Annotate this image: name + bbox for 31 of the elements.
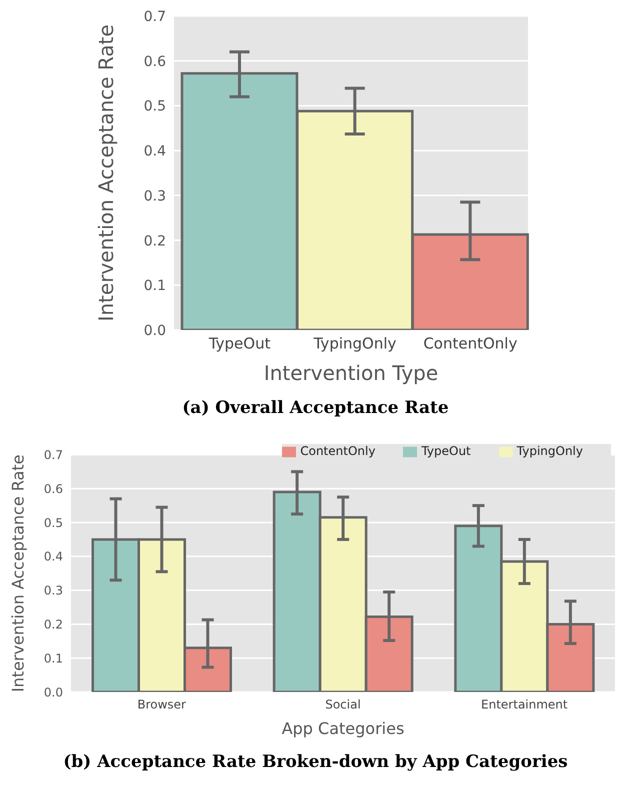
y-tick-label: 0.6 bbox=[143, 54, 166, 70]
legend-label: ContentOnly bbox=[300, 444, 376, 458]
y-tick-label: 0.3 bbox=[44, 584, 63, 598]
text: (a) Overall Acceptance Rate bbox=[181, 398, 450, 418]
y-tick-label: 0.4 bbox=[44, 550, 63, 564]
x-tick-label: Browser bbox=[137, 698, 186, 712]
y-tick-label: 0.2 bbox=[143, 233, 166, 250]
y-tick-label: 0.4 bbox=[143, 144, 166, 160]
y-tick-label: 0.0 bbox=[143, 322, 166, 339]
y-tick-label: 0.6 bbox=[44, 482, 63, 496]
x-tick-label: Social bbox=[325, 698, 361, 712]
text: (b) Acceptance Rate Broken-down by App Categories bbox=[62, 752, 569, 772]
x-tick-label: ContentOnly bbox=[422, 334, 517, 353]
y-tick-label: 0.7 bbox=[143, 8, 166, 25]
legend-label: TypingOnly bbox=[516, 444, 583, 458]
y-tick-label: 0.5 bbox=[44, 516, 63, 530]
y-tick-label: 0.1 bbox=[143, 278, 166, 294]
y-tick-label: 0.1 bbox=[44, 651, 63, 666]
x-tick-label: TypeOut bbox=[207, 334, 270, 353]
y-tick-label: 0.5 bbox=[143, 98, 166, 115]
y-tick-label: 0.0 bbox=[44, 685, 63, 700]
y-tick-label: 0.7 bbox=[44, 448, 63, 462]
y-axis-title: Intervention Acceptance Rate bbox=[94, 24, 118, 322]
x-axis-title: App Categories bbox=[282, 719, 404, 738]
y-tick-label: 0.3 bbox=[143, 188, 166, 204]
legend-label: TypeOut bbox=[421, 444, 471, 458]
x-tick-label: TypingOnly bbox=[312, 334, 396, 353]
x-tick-label: Entertainment bbox=[481, 698, 568, 712]
y-axis-title: Intervention Acceptance Rate bbox=[8, 454, 28, 692]
y-tick-label: 0.2 bbox=[44, 617, 63, 632]
x-axis-title: Intervention Type bbox=[263, 361, 438, 385]
